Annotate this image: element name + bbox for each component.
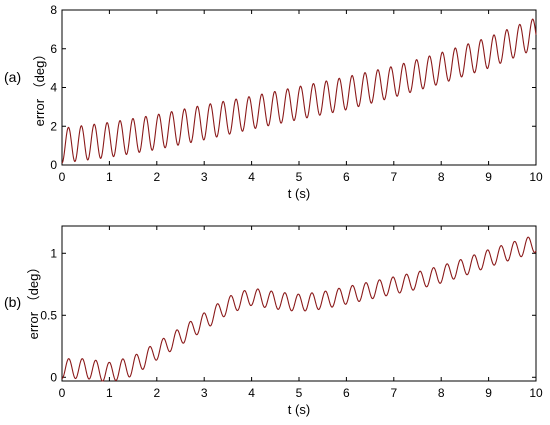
panel-label-b: (b): [4, 294, 21, 310]
x-tick-label: 8: [438, 386, 445, 400]
x-tick-label: 7: [390, 170, 397, 184]
x-ticks-b: 0 1 2 3 4 5 6 7 8 9 10: [59, 226, 543, 400]
y-tick-label: 0: [50, 370, 57, 384]
x-tick-label: 1: [106, 386, 113, 400]
panel-b: 0 1 2 3 4 5 6 7 8 9 10 00.51 t (s) error （deg） (b): [4, 225, 543, 417]
x-tick-label: 9: [485, 170, 492, 184]
x-tick-label: 10: [529, 170, 543, 184]
error-line-b: [61, 236, 537, 382]
x-tick-label: 1: [106, 170, 113, 184]
y-tick-label: 6: [50, 42, 57, 56]
y-tick-label: 1: [50, 246, 57, 260]
axes-box-b: [61, 225, 537, 382]
x-axis-label-a: t (s): [288, 186, 310, 201]
x-tick-label: 0: [59, 386, 66, 400]
x-tick-label: 2: [153, 386, 160, 400]
y-axis-label-b: error （deg）: [26, 261, 41, 340]
x-tick-label: 9: [485, 386, 492, 400]
panel-label-a: (a): [4, 69, 21, 85]
x-ticks-a: 0 1 2 3 4 5 6 7 8 9 10: [59, 10, 543, 184]
x-tick-label: 4: [248, 386, 255, 400]
x-tick-label: 6: [343, 170, 350, 184]
y-tick-label: 0.5: [40, 308, 57, 322]
x-tick-label: 6: [343, 386, 350, 400]
x-tick-label: 5: [296, 386, 303, 400]
x-tick-label: 3: [201, 386, 208, 400]
x-tick-label: 0: [59, 170, 66, 184]
axes-box-a: [61, 9, 537, 166]
x-tick-label: 5: [296, 170, 303, 184]
error-line-a: [61, 18, 537, 164]
x-tick-label: 10: [529, 386, 543, 400]
y-tick-label: 8: [50, 3, 57, 17]
y-tick-label: 2: [50, 119, 57, 133]
x-tick-label: 8: [438, 170, 445, 184]
y-tick-label: 4: [50, 81, 57, 95]
y-tick-label: 0: [50, 158, 57, 172]
y-ticks-a: 0 2 4 6 8: [50, 3, 536, 172]
panel-a: 0 1 2 3 4 5 6 7 8 9 10 0 2 4 6 8 t (s) error （deg） (a): [4, 3, 543, 201]
x-tick-label: 7: [390, 386, 397, 400]
x-tick-label: 4: [248, 170, 255, 184]
x-tick-label: 2: [153, 170, 160, 184]
y-ticks-b: 00.51: [40, 246, 536, 384]
x-tick-label: 3: [201, 170, 208, 184]
y-axis-label-a: error （deg）: [32, 48, 47, 127]
x-axis-label-b: t (s): [288, 402, 310, 417]
